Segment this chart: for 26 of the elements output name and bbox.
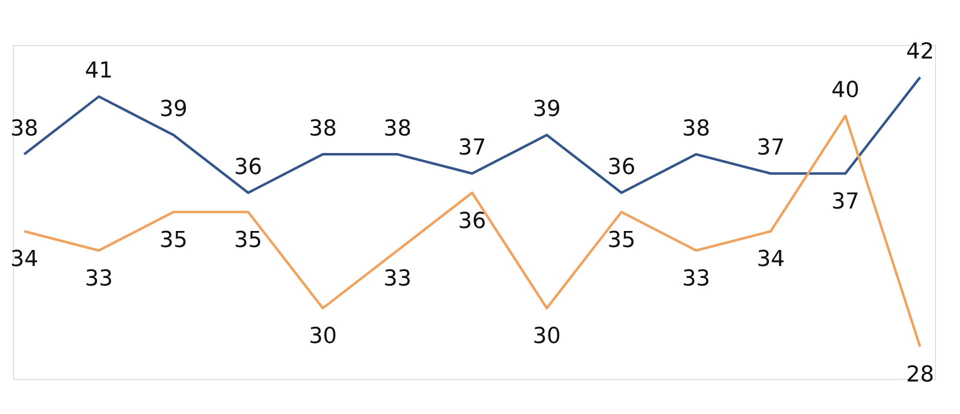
data-label: 38	[682, 116, 710, 142]
data-label: 39	[160, 97, 188, 122]
data-label: 38	[10, 116, 38, 142]
data-label: 28	[906, 362, 934, 388]
data-label: 34	[756, 247, 785, 272]
data-label: 35	[234, 228, 262, 253]
data-label: 36	[458, 208, 486, 234]
data-label: 37	[756, 136, 785, 161]
data-label: 42	[906, 39, 934, 64]
data-label: 39	[532, 97, 561, 122]
data-label: 36	[234, 154, 262, 180]
data-label: 35	[607, 228, 636, 253]
data-label: 35	[160, 228, 188, 253]
data-label: 33	[682, 266, 710, 292]
data-label: 36	[607, 154, 636, 180]
data-label: 30	[308, 324, 337, 350]
data-label: 38	[383, 116, 412, 142]
data-label: 30	[532, 324, 561, 350]
data-label: 37	[831, 190, 860, 215]
data-label: 34	[10, 247, 38, 272]
data-label: 38	[308, 116, 337, 142]
data-label: 33	[84, 266, 113, 292]
data-label: 37	[458, 136, 486, 161]
data-label: 41	[84, 58, 113, 84]
data-label: 33	[383, 266, 412, 292]
data-label: 40	[831, 78, 860, 103]
